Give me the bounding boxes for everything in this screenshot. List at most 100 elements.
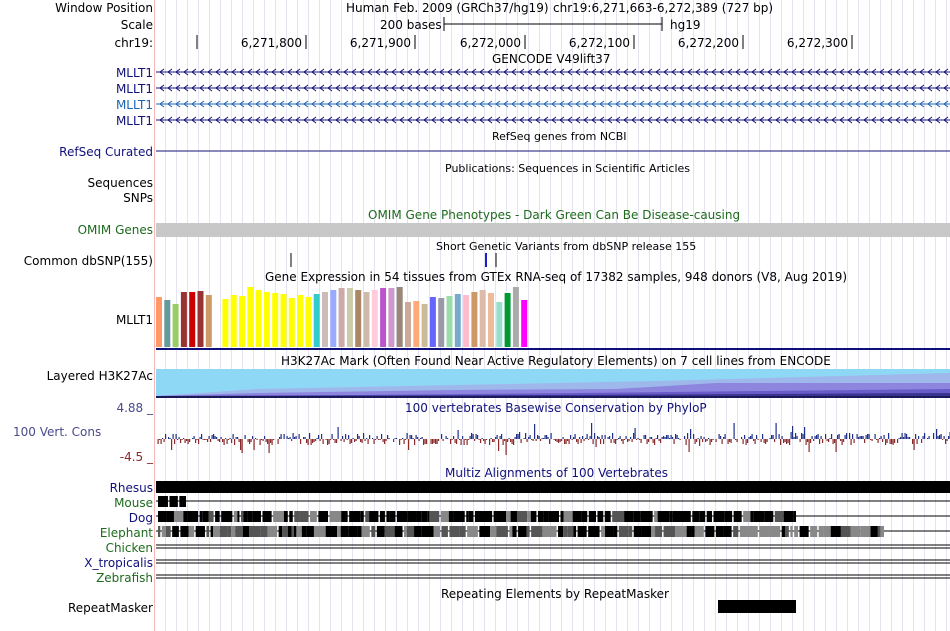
phylop-score (852, 434, 854, 439)
dbsnp-track[interactable] (156, 252, 950, 268)
conservation-label[interactable]: 100 Vert. Cons (13, 425, 102, 439)
phylop-score (856, 434, 858, 439)
phylop-score (421, 437, 423, 439)
alignment-block (537, 511, 544, 522)
phylop-score (183, 438, 185, 439)
strand-arrow (607, 84, 613, 92)
phylop-score (849, 433, 851, 439)
omim-genes-label[interactable]: OMIM Genes (77, 223, 153, 237)
phylop-score (577, 439, 579, 444)
strand-arrow (575, 116, 581, 124)
h3k27ac-label[interactable]: Layered H3K27Ac (46, 369, 153, 383)
strand-arrow (311, 100, 317, 108)
alignment-block (421, 526, 434, 537)
strand-arrow (735, 100, 741, 108)
species-mouse-label[interactable]: Mouse (114, 496, 153, 510)
phylop-score (549, 439, 551, 444)
phylop-score (609, 436, 611, 439)
gtex-tissue-bar (521, 300, 528, 347)
phylop-score (570, 435, 572, 439)
alignment-block (870, 526, 878, 537)
phylop-score (234, 439, 236, 445)
phylop-score (913, 439, 915, 450)
phylop-score (519, 432, 521, 439)
species-chicken-label[interactable]: Chicken (105, 541, 153, 555)
conservation-wiggle[interactable] (156, 413, 950, 465)
refseq-curated-label[interactable]: RefSeq Curated (59, 145, 153, 159)
gencode-transcript-2-label[interactable]: MLLT1 (115, 82, 153, 96)
species-elephant-label[interactable]: Elephant (99, 526, 153, 540)
strand-arrow (343, 100, 349, 108)
phylop-score (174, 439, 176, 444)
phylop-score (589, 436, 591, 439)
dbsnp-label[interactable]: Common dbSNP(155) (23, 254, 153, 268)
multiz-alignment-track[interactable] (156, 480, 950, 585)
strand-arrow (311, 84, 317, 92)
species-dog-label[interactable]: Dog (128, 511, 153, 525)
phylop-score (292, 433, 294, 439)
phylop-score (442, 439, 444, 441)
phylop-score (912, 439, 914, 444)
alignment-block (365, 511, 370, 522)
phylop-score (474, 439, 476, 441)
strand-arrow (831, 116, 837, 124)
sequences-label[interactable]: Sequences (87, 176, 153, 190)
phylop-score (744, 435, 746, 439)
h3k27ac-layered-track[interactable] (156, 365, 950, 400)
alignment-block (560, 511, 564, 522)
strand-arrow (791, 84, 797, 92)
phylop-score (223, 439, 225, 445)
snps-label[interactable]: SNPs (123, 191, 153, 205)
strand-arrow (559, 68, 565, 76)
scale-label: Scale (120, 18, 153, 32)
strand-arrow (919, 100, 925, 108)
strand-arrow (407, 116, 413, 124)
phylop-score (514, 437, 516, 439)
alignment-block (240, 511, 244, 522)
phylop-score (937, 436, 939, 439)
phylop-score (633, 433, 635, 439)
gencode-transcript-1-label[interactable]: MLLT1 (115, 66, 153, 80)
gtex-track-title: Gene Expression in 54 tissues from GTEx … (265, 270, 848, 284)
gencode-transcript-4-label[interactable]: MLLT1 (115, 114, 153, 128)
omim-gene-bar[interactable] (156, 223, 950, 237)
refseq-track[interactable] (156, 145, 950, 157)
phylop-score (469, 436, 471, 439)
phylop-score (270, 439, 272, 443)
strand-arrow (847, 68, 853, 76)
strand-arrow (231, 84, 237, 92)
alignment-block (227, 526, 232, 537)
gtex-tissue-bar (396, 287, 403, 347)
gtex-expression-chart[interactable] (156, 285, 950, 351)
strand-arrow (271, 68, 277, 76)
gencode-transcript-3-label[interactable]: MLLT1 (115, 98, 153, 112)
species-zebrafish-label[interactable]: Zebrafish (96, 571, 153, 585)
repeat-element[interactable] (718, 600, 796, 613)
gencode-transcripts-track[interactable] (156, 64, 950, 128)
phylop-score (610, 439, 612, 443)
species-rhesus-label[interactable]: Rhesus (109, 481, 153, 495)
strand-arrow (919, 84, 925, 92)
strand-arrow (671, 116, 677, 124)
alignment-block (215, 511, 220, 522)
gtex-gene-label[interactable]: MLLT1 (115, 313, 153, 327)
phylop-score (481, 438, 483, 439)
alignment-block (429, 511, 440, 522)
repeatmasker-label[interactable]: RepeatMasker (67, 601, 153, 615)
phylop-score (273, 439, 275, 440)
strand-arrow (391, 84, 397, 92)
phylop-score (531, 439, 533, 440)
strand-arrow (367, 100, 373, 108)
strand-arrow (719, 68, 725, 76)
phylop-score (751, 434, 753, 439)
species-xtropicalis-label[interactable]: X_tropicalis (84, 556, 153, 570)
alignment-block (613, 526, 618, 537)
strand-arrow (927, 68, 933, 76)
base-position-ruler[interactable]: 6,271,800 6,271,900 6,272,000 6,272,100 6,27… (0, 30, 950, 52)
strand-arrow (639, 100, 645, 108)
phylop-score (538, 436, 540, 439)
phylop-score (648, 439, 650, 442)
phylop-score (307, 439, 309, 445)
conservation-track-title: 100 vertebrates Basewise Conservation by… (405, 401, 707, 415)
phylop-score (654, 439, 656, 445)
